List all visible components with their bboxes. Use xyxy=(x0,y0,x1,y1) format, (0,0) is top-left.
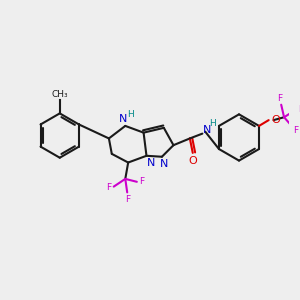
Text: H: H xyxy=(127,110,134,119)
Text: N: N xyxy=(203,125,212,135)
Text: N: N xyxy=(160,160,168,170)
Text: O: O xyxy=(188,156,197,166)
Text: F: F xyxy=(139,177,144,186)
Text: N: N xyxy=(119,114,128,124)
Text: CH₃: CH₃ xyxy=(51,90,68,99)
Text: N: N xyxy=(147,158,155,167)
Text: F: F xyxy=(298,105,300,114)
Text: F: F xyxy=(124,195,130,204)
Text: O: O xyxy=(271,115,280,125)
Text: H: H xyxy=(208,119,215,128)
Text: F: F xyxy=(293,126,298,135)
Text: F: F xyxy=(106,183,112,192)
Text: F: F xyxy=(277,94,282,103)
